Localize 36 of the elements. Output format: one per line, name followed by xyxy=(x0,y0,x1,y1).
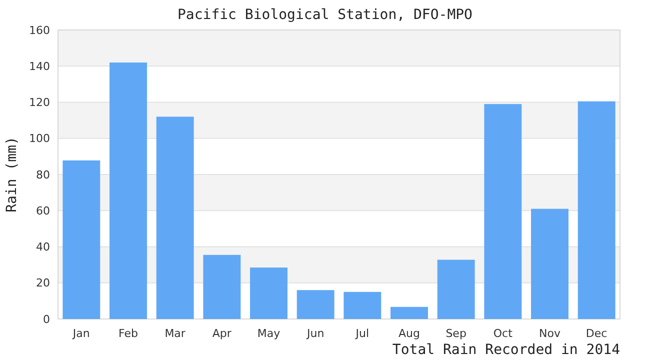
bar xyxy=(390,306,428,319)
y-tick-label: 80 xyxy=(36,168,50,182)
x-tick-label: Jun xyxy=(306,327,324,340)
chart-title: Pacific Biological Station, DFO-MPO xyxy=(177,7,473,23)
x-tick-label: May xyxy=(257,327,281,340)
bar xyxy=(296,290,334,319)
x-tick-label: Aug xyxy=(398,327,420,340)
bar xyxy=(156,116,194,319)
x-tick-label: Dec xyxy=(586,327,608,340)
bar xyxy=(250,268,288,319)
y-tick-label: 60 xyxy=(36,204,50,218)
x-tick-label: Feb xyxy=(118,327,138,340)
y-tick-label: 140 xyxy=(29,60,50,73)
bar xyxy=(344,292,382,319)
bar xyxy=(62,160,100,319)
y-tick-label: 100 xyxy=(29,132,50,146)
x-tick-label: Nov xyxy=(539,327,561,340)
x-tick-label: Sep xyxy=(446,327,466,340)
text: Total Rain Recorded in 2014 xyxy=(392,342,620,358)
bar xyxy=(484,104,522,319)
x-tick-label: Oct xyxy=(493,327,514,340)
y-tick-label: 0 xyxy=(43,312,50,326)
y-tick-label: 160 xyxy=(29,24,50,37)
bar xyxy=(437,260,475,319)
y-axis-title: Rain (mm) xyxy=(4,136,20,212)
bar xyxy=(531,208,568,319)
bar xyxy=(203,254,241,319)
x-tick-label: Jul xyxy=(354,327,370,340)
y-tick-label: 20 xyxy=(36,276,50,290)
y-tick-label: 120 xyxy=(29,96,50,110)
x-tick-label: Apr xyxy=(212,327,232,340)
x-tick-label: Mar xyxy=(164,327,186,340)
bar xyxy=(110,62,147,319)
bar xyxy=(578,101,616,319)
y-tick-label: 40 xyxy=(36,240,50,254)
x-tick-label: Jan xyxy=(72,327,90,340)
